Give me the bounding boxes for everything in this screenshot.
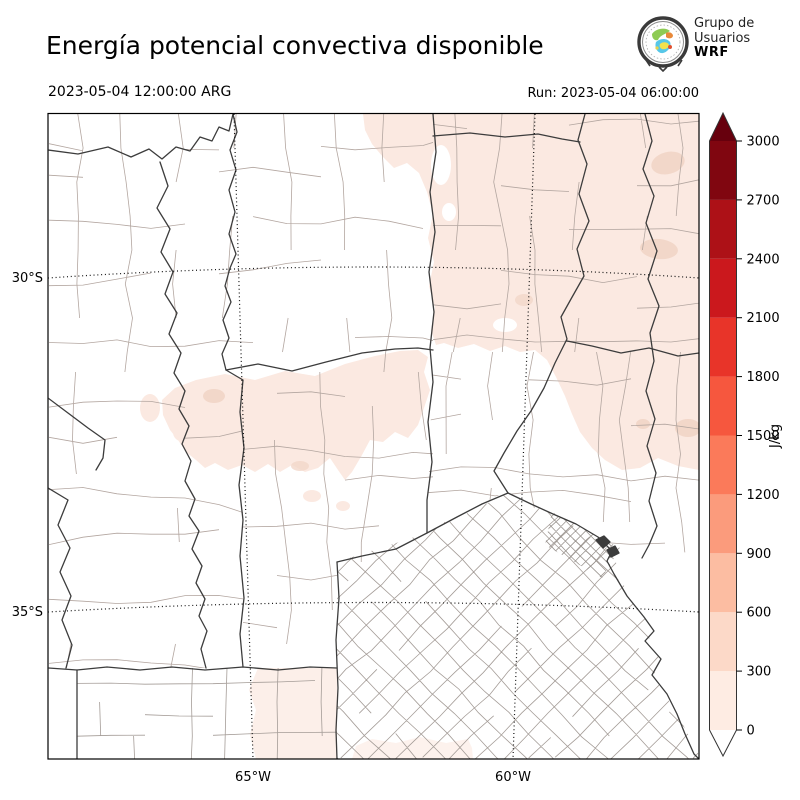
department-boundary-lines [49,114,433,372]
x-tick-60w: 60°W [495,770,531,785]
cape-patch-300 [636,419,650,429]
logo-emblem [637,16,689,72]
cape-patch [303,490,321,502]
colorbar-tick-label: 3000 [747,135,780,150]
cape-patch [140,394,160,422]
colorbar-segment [709,376,737,436]
colorbar-tick-label: 600 [747,606,772,621]
field-hole [493,318,517,332]
colorbar-segment [709,317,737,377]
colorbar-tick-label: 1200 [747,488,780,503]
cape-field-0-300 [140,114,699,759]
colorbar-tick-label: 2400 [747,252,780,267]
run-time-label: Run: 2023-05-04 06:00:00 [527,86,699,101]
border-cordoba-north [225,347,434,372]
border-santafe-north [432,132,581,143]
cape-field-300-600 [203,151,699,471]
colorbar-tick-label: 1500 [747,429,780,444]
colorbar-under-arrow [709,730,737,756]
border-catamarca-larioja [156,161,208,669]
border-corrientes-entrerios [566,340,699,357]
y-tick-30s: 30°S [12,271,43,286]
cape-region-lapampa [249,668,337,759]
border-tucuman-santiago [221,113,238,371]
department-boundary-lines [77,668,337,759]
department-boundary-lines [337,493,699,759]
river-parana [493,113,590,494]
colorbar-tick-label: 2100 [747,311,780,326]
colorbar-segment [709,141,737,200]
border-santafe-west [426,113,437,534]
colorbar: 0 300 600 900 1200 1500 1800 2100 2400 2700 3000 [709,111,780,758]
colorbar-segment [709,553,737,613]
cape-region-cordoba [162,350,430,480]
cape-region-northeast [363,114,699,470]
border-lapampa-north [48,666,338,671]
province-borders [48,113,699,759]
colorbar-segment [709,199,737,259]
border-sanjuan-north [48,397,106,471]
map-frame [47,112,700,760]
axis-labels: 30°S 35°S 65°W 60°W [12,271,531,785]
colorbar-tick-label: 0 [747,724,755,739]
logo-line-2: Usuarios [694,30,751,46]
colorbar-segment [709,494,737,554]
field-hole [442,203,456,221]
coast-rio-de-la-plata [606,550,699,759]
cape-patch-300 [291,461,309,471]
valid-time-label: 2023-05-04 12:00:00 ARG [48,84,232,100]
cape-patch [336,501,350,511]
colorbar-tick-label: 900 [747,547,772,562]
wrf-users-group-logo [637,16,689,72]
colorbar-segment [709,258,737,318]
gridline-30s [48,266,699,279]
colorbar-segment [709,671,737,730]
colorbar-tick-label: 300 [747,665,772,680]
y-tick-35s: 35°S [12,605,43,620]
graticule-gridlines [48,113,699,759]
logo-line-3: WRF [694,45,729,60]
border-mendoza-sanjuan [48,487,73,669]
delta-islands [595,535,620,558]
logo-line-1: Grupo de [694,16,755,31]
logo-text: Grupo de Usuarios WRF [694,16,755,61]
colorbar-unit-label: J/kg [768,424,783,449]
x-tick-65w: 65°W [235,770,271,785]
department-boundary-lines [433,114,699,352]
cape-patch-300 [640,238,678,260]
border-buenosaires-west [335,561,340,759]
colorbar-tick-label: 2700 [747,193,780,208]
cape-patch-300 [651,151,685,175]
colorbar-segment [709,612,737,672]
page-title: Energía potencial convectiva disponible [46,31,544,60]
cape-region-south-wisp [352,737,473,759]
border-sanluis-cordoba [225,369,245,668]
border-salta [48,113,234,160]
river-uruguay [641,113,660,559]
gridline-35s [48,601,699,613]
colorbar-over-arrow [709,113,737,141]
cape-patch-300 [515,294,533,306]
colorbar-tick-label: 1800 [747,370,780,385]
department-boundary-lines [545,512,620,578]
cape-patch-300 [203,389,225,403]
cape-patch-300 [675,419,699,437]
colorbar-segment [709,435,737,495]
